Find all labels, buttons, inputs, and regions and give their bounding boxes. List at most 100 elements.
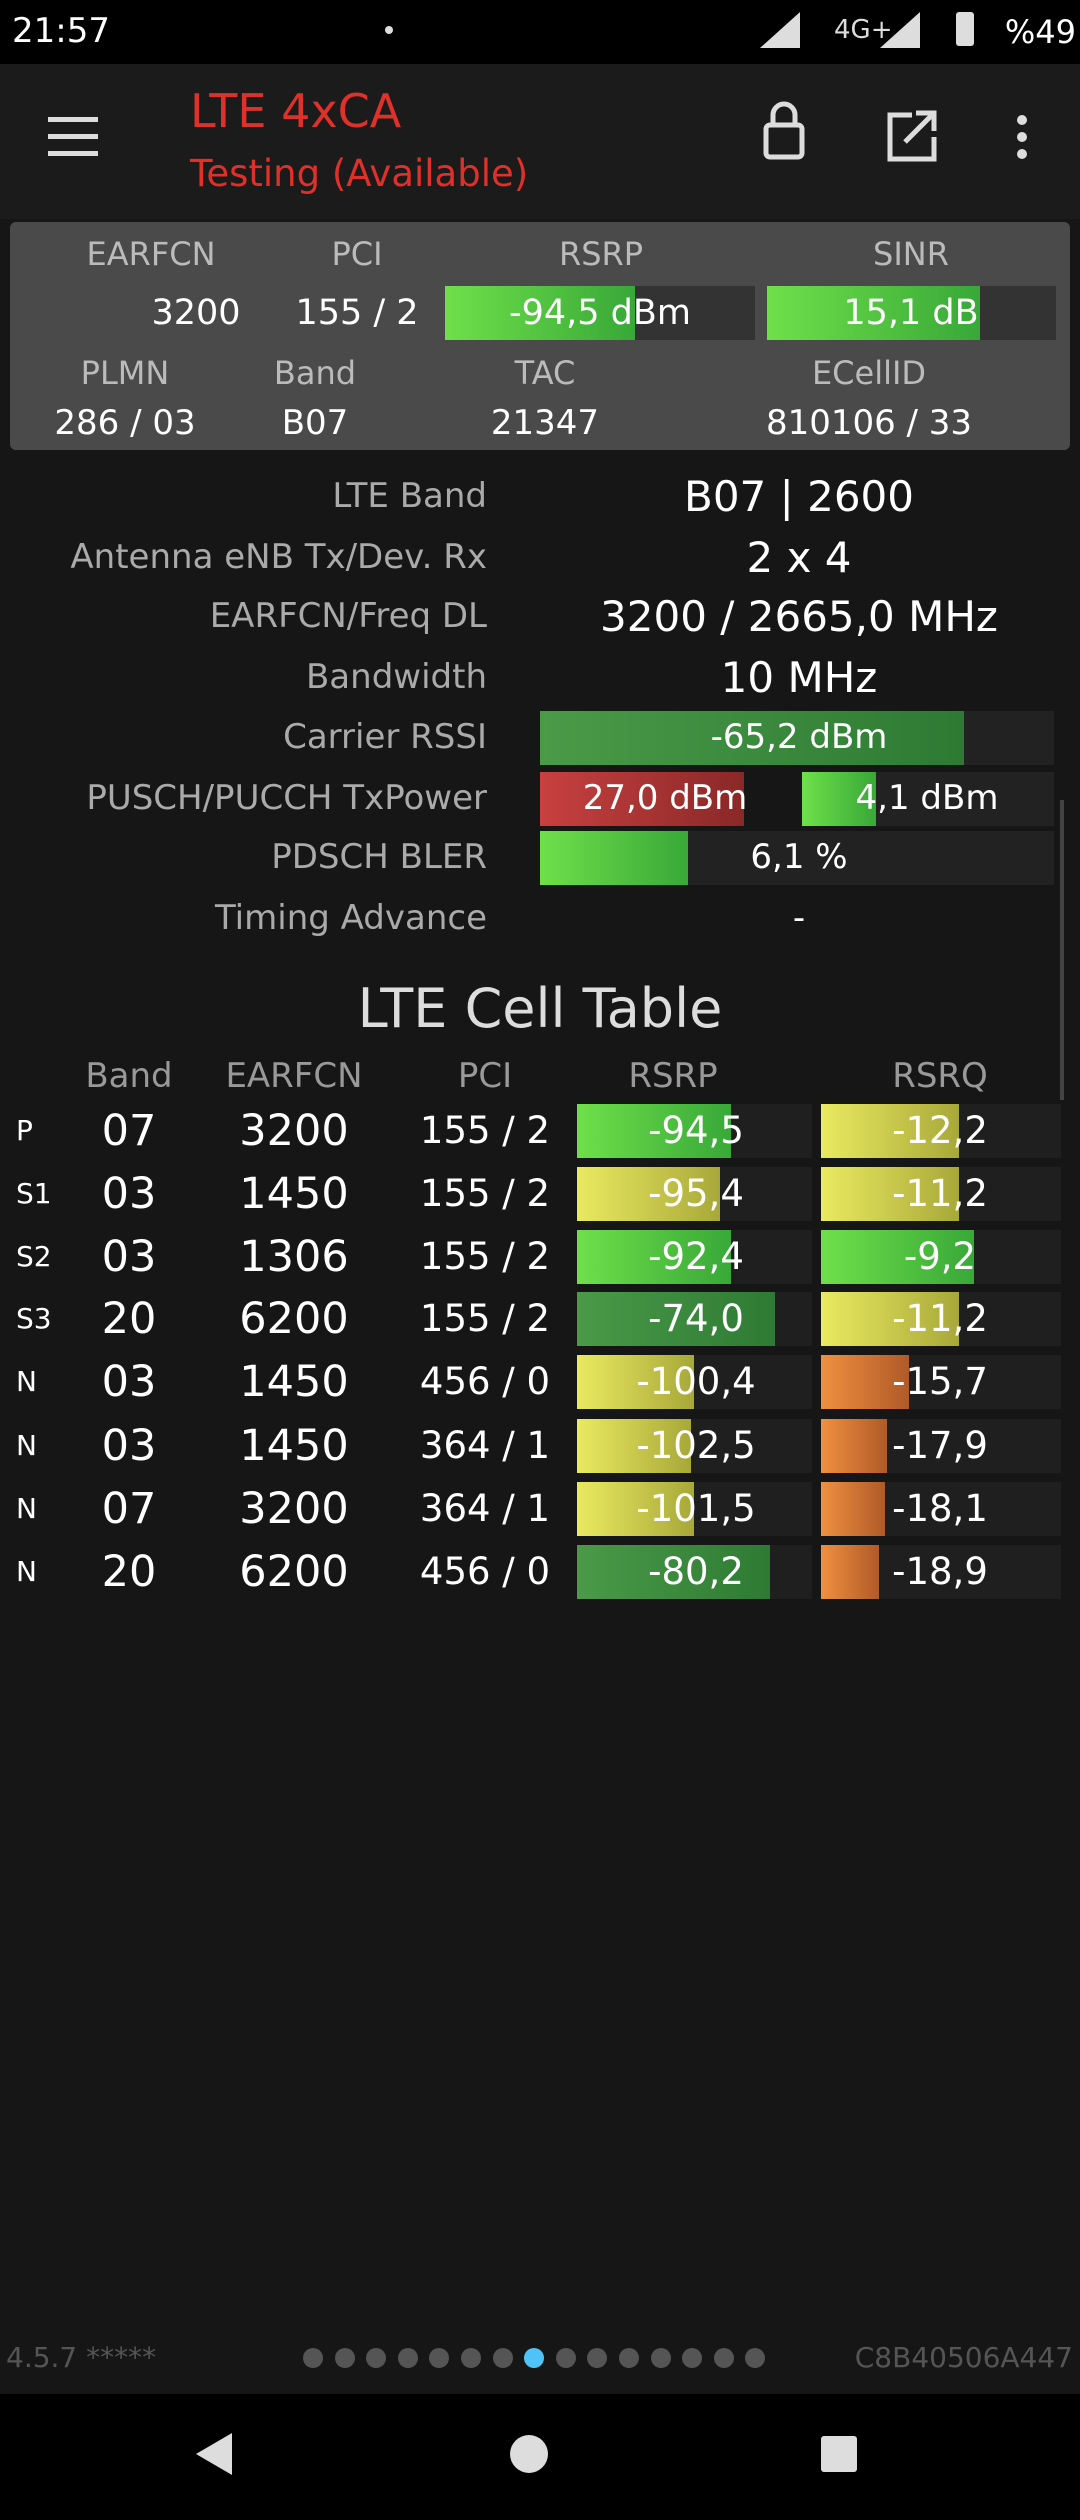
status-battery: %49 bbox=[1004, 12, 1076, 51]
cell-band: 07 bbox=[101, 1105, 157, 1156]
summary-value: 21347 bbox=[490, 403, 600, 444]
cell-type: N bbox=[16, 1365, 37, 1399]
detail-value: 10 MHz bbox=[720, 652, 878, 702]
detail-label: Bandwidth bbox=[305, 657, 487, 698]
page-dot[interactable] bbox=[429, 2348, 450, 2368]
page-dot[interactable] bbox=[619, 2348, 639, 2368]
detail-label: EARFCN/Freq DL bbox=[209, 596, 487, 637]
cell-band: 07 bbox=[101, 1483, 157, 1534]
page-dot[interactable] bbox=[366, 2348, 387, 2368]
rsrp-bar bbox=[577, 1355, 694, 1409]
page-dot[interactable] bbox=[492, 2348, 513, 2368]
back-button[interactable] bbox=[196, 2433, 232, 2475]
cell-type: N bbox=[16, 1492, 37, 1526]
cell-rsrp: -80,2 bbox=[648, 1550, 744, 1594]
detail-value: -65,2 dBm bbox=[710, 717, 888, 758]
menu-icon[interactable] bbox=[48, 117, 98, 156]
page-dot[interactable] bbox=[650, 2348, 671, 2368]
page-dot[interactable] bbox=[524, 2348, 545, 2368]
cell-rsrq: -9,2 bbox=[903, 1235, 977, 1279]
page-dot[interactable] bbox=[461, 2348, 481, 2368]
rsrp-bar bbox=[577, 1230, 731, 1284]
cell-earfcn: 1450 bbox=[239, 1420, 349, 1471]
open-icon[interactable] bbox=[887, 110, 937, 162]
rsrp-bar bbox=[445, 286, 635, 340]
home-button[interactable] bbox=[510, 2435, 548, 2473]
recents-button[interactable] bbox=[821, 2436, 857, 2472]
summary-value: -94,5 dBm bbox=[508, 292, 691, 333]
summary-value: 15,1 dB bbox=[843, 292, 979, 333]
detail-value: 27,0 dBm bbox=[582, 778, 748, 819]
rsrp-bar bbox=[577, 1292, 775, 1346]
cell-type: N bbox=[16, 1429, 37, 1463]
table-title: LTE Cell Table bbox=[357, 977, 723, 1041]
detail-value: 3200 / 2665,0 MHz bbox=[600, 591, 998, 641]
cell-rsrq: -18,9 bbox=[892, 1550, 988, 1594]
detail-value: 6,1 % bbox=[750, 837, 848, 878]
scrollbar bbox=[1060, 800, 1064, 1100]
signal-icon bbox=[880, 12, 920, 48]
rsrq-bar bbox=[821, 1167, 959, 1221]
page-dot[interactable] bbox=[587, 2348, 608, 2368]
rsrp-bar bbox=[577, 1104, 731, 1158]
cell-band: 03 bbox=[101, 1168, 157, 1219]
summary-label: ECellID bbox=[811, 353, 927, 392]
page-dot[interactable] bbox=[682, 2348, 703, 2368]
sinr-bar bbox=[767, 286, 980, 340]
summary-label: EARFCN bbox=[86, 234, 216, 273]
cell-rsrq: -15,7 bbox=[892, 1360, 988, 1404]
page-dot[interactable] bbox=[397, 2348, 418, 2368]
cell-pci: 456 / 0 bbox=[419, 1550, 551, 1594]
column-header: RSRQ bbox=[892, 1056, 988, 1097]
detail-value: 4,1 dBm bbox=[855, 778, 999, 819]
rsrp-bar bbox=[577, 1167, 720, 1221]
summary-value: 286 / 03 bbox=[54, 403, 196, 444]
page-dot[interactable] bbox=[555, 2348, 576, 2368]
cell-rsrq: -17,9 bbox=[892, 1424, 988, 1468]
summary-value: 155 / 2 bbox=[295, 292, 419, 333]
pucch-bar bbox=[802, 772, 876, 826]
column-header: RSRP bbox=[628, 1056, 718, 1097]
cell-type: N bbox=[16, 1555, 37, 1589]
rsrq-bar bbox=[821, 1482, 885, 1536]
page-dot[interactable] bbox=[745, 2348, 766, 2368]
summary-label: PCI bbox=[331, 234, 383, 273]
status-network: 4G+ bbox=[834, 14, 893, 45]
page-dot[interactable] bbox=[334, 2348, 355, 2368]
cell-pci: 456 / 0 bbox=[419, 1360, 551, 1404]
detail-label: Antenna eNB Tx/Dev. Rx bbox=[70, 537, 487, 578]
summary-label: Band bbox=[273, 353, 357, 392]
cell-rsrp: -74,0 bbox=[648, 1297, 744, 1341]
lock-icon[interactable] bbox=[763, 101, 805, 160]
column-header: PCI bbox=[457, 1056, 513, 1097]
rsrp-bar bbox=[577, 1419, 691, 1473]
cell-rsrp: -101,5 bbox=[636, 1487, 756, 1531]
rsrp-bar bbox=[577, 1482, 694, 1536]
cell-type: S2 bbox=[16, 1240, 52, 1274]
cell-band: 03 bbox=[101, 1420, 157, 1471]
cell-earfcn: 1450 bbox=[239, 1356, 349, 1407]
summary-label: PLMN bbox=[80, 353, 170, 392]
cell-band: 03 bbox=[101, 1231, 157, 1282]
summary-label: RSRP bbox=[558, 234, 644, 273]
page-dot[interactable] bbox=[713, 2348, 734, 2368]
cell-earfcn: 1306 bbox=[239, 1231, 349, 1282]
status-time: 21:57 bbox=[12, 11, 110, 52]
cell-rsrq: -11,2 bbox=[892, 1297, 988, 1341]
cell-rsrp: -102,5 bbox=[636, 1424, 756, 1468]
cell-earfcn: 6200 bbox=[239, 1546, 349, 1597]
cell-band: 20 bbox=[101, 1293, 157, 1344]
rsrq-bar bbox=[821, 1230, 974, 1284]
rsrq-bar bbox=[821, 1292, 959, 1346]
cell-earfcn: 3200 bbox=[239, 1105, 349, 1156]
detail-value: B07 | 2600 bbox=[684, 471, 914, 521]
page-dot[interactable] bbox=[303, 2348, 323, 2368]
app-bar bbox=[0, 64, 1080, 219]
cell-rsrp: -92,4 bbox=[648, 1235, 744, 1279]
cell-pci: 155 / 2 bbox=[419, 1172, 551, 1216]
more-icon[interactable] bbox=[1017, 115, 1027, 159]
detail-value: 2 x 4 bbox=[746, 532, 852, 582]
device-id: C8B40506A447 bbox=[854, 2341, 1073, 2375]
summary-value: B07 bbox=[281, 403, 349, 444]
